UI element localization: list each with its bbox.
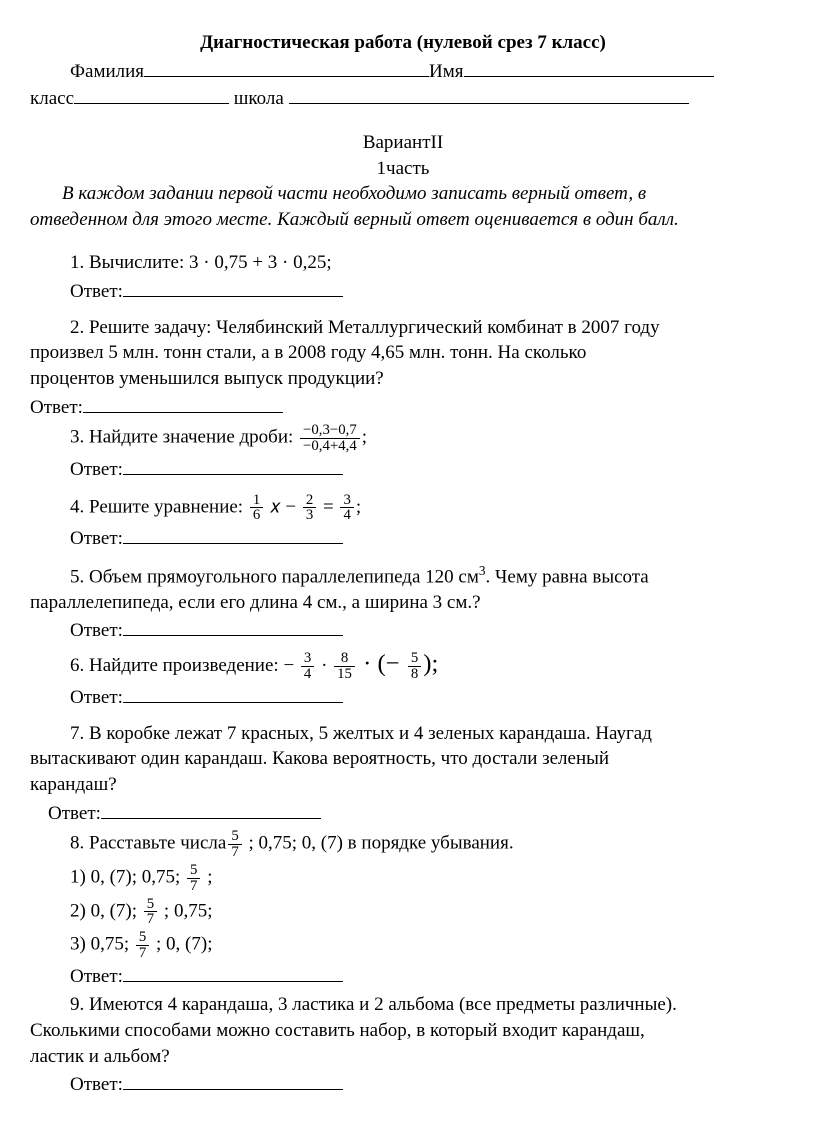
name-blank[interactable] bbox=[464, 76, 714, 77]
task-text: Решите уравнение: bbox=[89, 496, 248, 517]
answer-label: Ответ: bbox=[70, 966, 123, 987]
numerator: −0,3−0,7 bbox=[300, 423, 360, 439]
answer-label: Ответ: bbox=[30, 397, 83, 418]
task-text: Объем прямоугольного параллелепипеда 120… bbox=[89, 566, 479, 587]
option-2: 2) 0, (7); 57 ; 0,75; bbox=[30, 897, 776, 928]
fraction: 57 bbox=[187, 863, 200, 894]
superscript: 3 bbox=[479, 563, 486, 578]
fraction: −0,3−0,7 −0,4+4,4 bbox=[300, 423, 360, 454]
task-text: Вычислите: bbox=[89, 252, 189, 273]
task-number: 5. bbox=[70, 566, 84, 587]
task-8: 8. Расставьте числа57 ; 0,75; 0, (7) в п… bbox=[30, 829, 776, 989]
instructions-line1: В каждом задании первой части необходимо… bbox=[30, 181, 776, 207]
answer-label: Ответ: bbox=[70, 459, 123, 480]
task-9: 9. Имеются 4 карандаша, 3 ластика и 2 ал… bbox=[30, 992, 776, 1098]
page-title: Диагностическая работа (нулевой срез 7 к… bbox=[30, 30, 776, 56]
task-continuation: вытаскивают один карандаш. Какова вероят… bbox=[30, 746, 776, 772]
header-class-line: класс школа bbox=[30, 86, 776, 112]
answer-blank[interactable] bbox=[83, 412, 283, 413]
class-blank[interactable] bbox=[74, 103, 229, 104]
answer-blank[interactable] bbox=[123, 296, 343, 297]
task-continuation: ластик и альбом? bbox=[30, 1044, 776, 1070]
task-text: Найдите значение дроби: bbox=[89, 427, 298, 448]
task-text: Решите задачу: Челябинский Металлургичес… bbox=[89, 317, 660, 338]
answer-label: Ответ: bbox=[70, 281, 123, 302]
variant-label: ВариантII bbox=[30, 130, 776, 156]
task-continuation: параллелепипеда, если его длина 4 см., а… bbox=[30, 590, 776, 616]
answer-blank[interactable] bbox=[123, 635, 343, 636]
school-blank[interactable] bbox=[289, 103, 689, 104]
fraction: 23 bbox=[303, 493, 316, 524]
task-text: Имеются 4 карандаша, 3 ластика и 2 альбо… bbox=[89, 994, 677, 1015]
fraction: 57 bbox=[228, 829, 241, 860]
task-number: 9. bbox=[70, 994, 84, 1015]
task-text: Найдите произведение: bbox=[89, 655, 283, 676]
task-3: 3. Найдите значение дроби: −0,3−0,7 −0,4… bbox=[30, 423, 776, 482]
option-1: 1) 0, (7); 0,75; 57 ; bbox=[30, 863, 776, 894]
denominator: −0,4+4,4 bbox=[300, 439, 360, 454]
fraction: 57 bbox=[136, 930, 149, 961]
option-3: 3) 0,75; 57 ; 0, (7); bbox=[30, 930, 776, 961]
task-2: 2. Решите задачу: Челябинский Металлурги… bbox=[30, 315, 776, 421]
answer-label: Ответ: bbox=[48, 803, 101, 824]
surname-label: Фамилия bbox=[70, 61, 144, 82]
instructions: В каждом задании первой части необходимо… bbox=[30, 181, 776, 232]
answer-label: Ответ: bbox=[70, 620, 123, 641]
task-1: 1. Вычислите: 3 · 0,75 + 3 · 0,25; Ответ… bbox=[30, 250, 776, 304]
instructions-line2: отведенном для этого месте. Каждый верны… bbox=[30, 207, 776, 233]
answer-blank[interactable] bbox=[123, 1089, 343, 1090]
answer-blank[interactable] bbox=[123, 702, 343, 703]
task-expression: 3 · 0,75 + 3 · 0,25; bbox=[189, 252, 332, 273]
task-text: В коробке лежат 7 красных, 5 желтых и 4 … bbox=[89, 723, 652, 744]
answer-blank[interactable] bbox=[123, 474, 343, 475]
fraction: 34 bbox=[301, 651, 314, 682]
task-text-after: . Чему равна высота bbox=[486, 566, 649, 587]
task-6: 6. Найдите произведение: − 34 · 815 · (−… bbox=[30, 647, 776, 711]
suffix: ; bbox=[362, 427, 367, 448]
class-label: класс bbox=[30, 88, 74, 109]
surname-blank[interactable] bbox=[144, 76, 429, 77]
answer-label: Ответ: bbox=[70, 1074, 123, 1095]
task-continuation: произвел 5 млн. тонн стали, а в 2008 год… bbox=[30, 340, 776, 366]
school-label: школа bbox=[234, 88, 284, 109]
task-continuation: Сколькими способами можно составить набо… bbox=[30, 1018, 776, 1044]
task-number: 3. bbox=[70, 427, 84, 448]
task-number: 1. bbox=[70, 252, 84, 273]
part-label: 1часть bbox=[30, 156, 776, 182]
task-continuation: карандаш? bbox=[30, 772, 776, 798]
task-number: 8. bbox=[70, 833, 84, 854]
answer-label: Ответ: bbox=[70, 687, 123, 708]
task-number: 2. bbox=[70, 317, 84, 338]
task-number: 4. bbox=[70, 496, 84, 517]
task-number: 7. bbox=[70, 723, 84, 744]
name-label: Имя bbox=[429, 61, 463, 82]
fraction: 34 bbox=[340, 493, 353, 524]
answer-blank[interactable] bbox=[101, 818, 321, 819]
task-continuation: процентов уменьшился выпуск продукции? bbox=[30, 366, 776, 392]
fraction: 815 bbox=[334, 651, 355, 682]
answer-label: Ответ: bbox=[70, 528, 123, 549]
document-page: Диагностическая работа (нулевой срез 7 к… bbox=[0, 0, 816, 1134]
task-4: 4. Решите уравнение: 16 𝑥 − 23 = 34; Отв… bbox=[30, 493, 776, 552]
answer-blank[interactable] bbox=[123, 543, 343, 544]
task-5: 5. Объем прямоугольного параллелепипеда … bbox=[30, 562, 776, 644]
fraction: 16 bbox=[250, 493, 263, 524]
task-number: 6. bbox=[70, 655, 84, 676]
fraction: 58 bbox=[408, 651, 421, 682]
fraction: 57 bbox=[144, 897, 157, 928]
answer-blank[interactable] bbox=[123, 981, 343, 982]
header-name-line: Фамилия Имя bbox=[30, 59, 776, 85]
task-text: Расставьте числа bbox=[89, 833, 226, 854]
task-7: 7. В коробке лежат 7 красных, 5 желтых и… bbox=[30, 721, 776, 827]
